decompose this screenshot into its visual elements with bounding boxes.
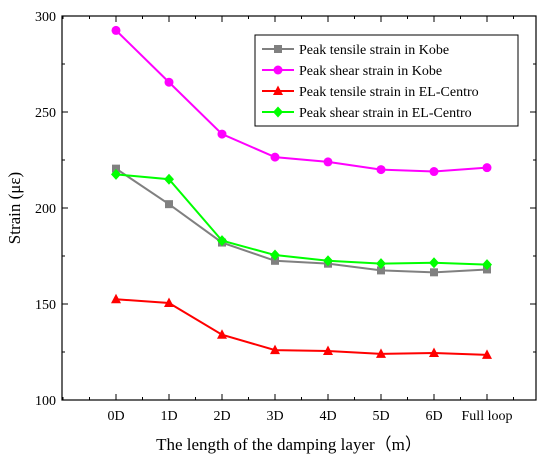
data-point: [165, 200, 173, 209]
data-point: [217, 329, 227, 339]
data-point: [482, 349, 492, 359]
legend-marker: [274, 45, 282, 53]
axes: 100 150 200 250 300 0D 1D 2D 3D 4D 5D 6D Full loop: [35, 10, 537, 424]
legend-label: Peak shear strain in EL-Centro: [299, 106, 472, 121]
x-tick-label: 4D: [319, 409, 336, 424]
data-point: [111, 168, 121, 180]
legend-item: Peak shear strain in EL-Centro: [262, 106, 472, 121]
y-axis-title: Strain (με): [5, 172, 24, 244]
x-tick-label: 2D: [213, 409, 230, 424]
data-point: [164, 297, 174, 308]
x-axis-title: The length of the damping layer（m）: [156, 435, 422, 454]
data-point: [217, 235, 227, 247]
data-point: [112, 164, 120, 173]
data-point: [323, 255, 333, 267]
series-2: [111, 25, 492, 177]
data-point: [482, 163, 492, 173]
data-point: [323, 157, 333, 167]
data-point: [217, 129, 227, 139]
data-point: [376, 258, 386, 270]
data-point: [429, 347, 439, 357]
data-point: [377, 266, 385, 275]
series-line: [115, 29, 488, 173]
data-point: [111, 25, 121, 35]
data-point: [164, 173, 174, 185]
legend-marker: [273, 106, 283, 118]
legend-item: Peak tensile strain in Kobe: [262, 43, 449, 58]
data-point: [270, 344, 280, 355]
y-tick-label: 200: [35, 202, 56, 217]
legend: Peak tensile strain in Kobe Peak shear st…: [254, 34, 519, 127]
data-point: [482, 259, 492, 271]
data-point: [429, 257, 439, 269]
legend-marker: [273, 65, 283, 75]
data-point: [271, 256, 279, 265]
legend-label: Peak tensile strain in EL-Centro: [299, 85, 479, 100]
legend-item: Peak shear strain in Kobe: [262, 64, 442, 79]
x-tick-label: 0D: [107, 409, 124, 424]
legend-box: [254, 34, 519, 127]
y-tick-label: 300: [35, 10, 56, 25]
series-line: [115, 167, 488, 274]
x-tick-label: 5D: [372, 409, 389, 424]
legend-marker: [273, 85, 283, 95]
series-line: [115, 298, 488, 356]
y-tick-label: 100: [35, 394, 56, 409]
series-layer: [111, 25, 492, 359]
data-point: [111, 293, 121, 304]
data-point: [376, 165, 386, 175]
legend-label: Peak shear strain in Kobe: [299, 64, 442, 79]
data-point: [323, 345, 333, 356]
x-tick-label: 6D: [425, 409, 442, 424]
data-point: [164, 77, 174, 87]
data-point: [376, 348, 386, 358]
series-line: [115, 173, 488, 266]
data-point: [429, 167, 439, 177]
series-4: [111, 168, 492, 271]
y-tick-label: 250: [35, 106, 56, 121]
x-tick-label: 1D: [160, 409, 177, 424]
legend-item: Peak tensile strain in EL-Centro: [262, 85, 479, 100]
data-point: [430, 268, 438, 277]
series-3: [111, 293, 492, 359]
x-tick-label: Full loop: [462, 409, 513, 424]
y-tick-label: 150: [35, 298, 56, 313]
legend-label: Peak tensile strain in Kobe: [299, 43, 449, 58]
data-point: [270, 249, 280, 261]
data-point: [270, 152, 280, 162]
x-tick-label: 3D: [266, 409, 283, 424]
